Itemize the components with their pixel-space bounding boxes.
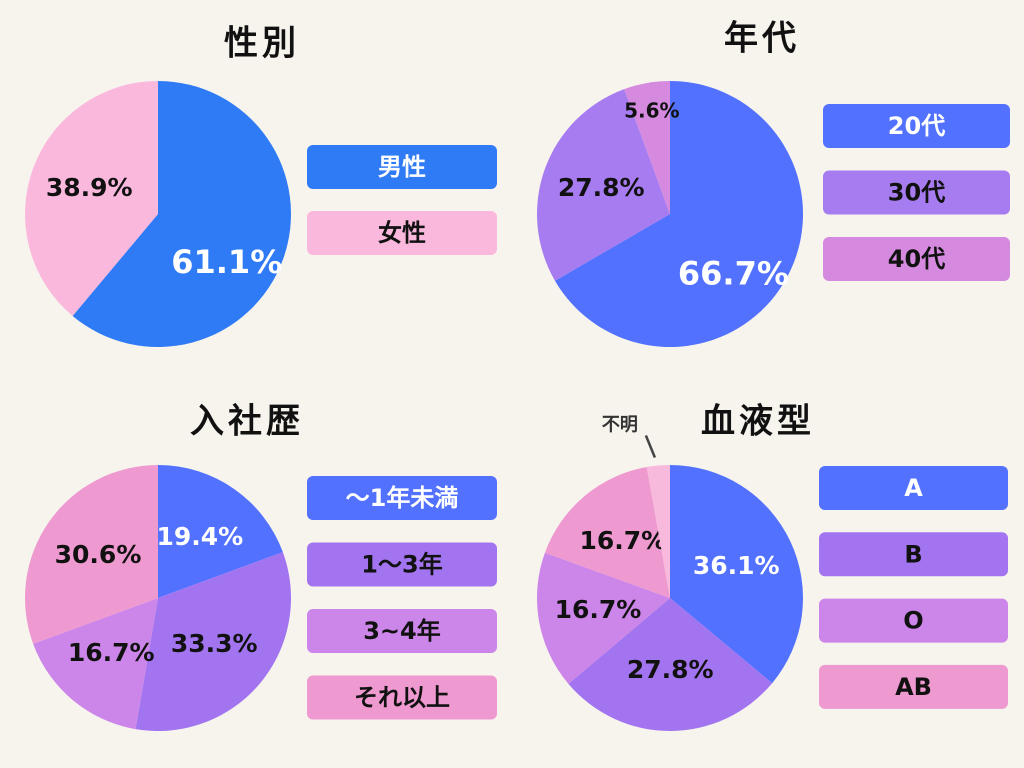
data-label: 16.7% xyxy=(580,526,667,555)
data-label: 27.8% xyxy=(627,655,714,684)
data-label: 38.9% xyxy=(46,173,133,202)
data-label: 30.6% xyxy=(55,540,142,569)
data-label: 33.3% xyxy=(171,629,258,658)
data-label: 16.7% xyxy=(68,638,155,667)
pie-slice xyxy=(72,81,291,347)
legend-swatch xyxy=(307,675,497,720)
callout-label: 不明 xyxy=(602,415,638,436)
callout-line xyxy=(644,435,657,459)
data-label: 66.7% xyxy=(678,255,789,293)
pie-slice xyxy=(646,465,670,598)
legend-swatch xyxy=(819,598,1008,643)
legend-label: それ以上 xyxy=(354,684,450,712)
chart-title: 性別 xyxy=(224,24,300,64)
pie-slice xyxy=(624,81,670,214)
legend-label: 30代 xyxy=(888,179,945,207)
data-label: 5.6% xyxy=(624,98,679,122)
legend-swatch xyxy=(819,532,1008,577)
legend-label: ～1年未満 xyxy=(346,484,459,512)
pie-slice xyxy=(135,552,291,731)
legend-swatch xyxy=(823,170,1010,215)
pie-slice xyxy=(568,598,773,731)
legend-swatch xyxy=(307,609,497,653)
pie-slice xyxy=(33,598,159,730)
chart-title: 年代 xyxy=(724,19,800,59)
chart-title: 入社歴 xyxy=(190,402,304,442)
legend-label: 3~4年 xyxy=(363,617,441,645)
legend-swatch xyxy=(307,211,497,255)
data-label: 36.1% xyxy=(693,551,780,580)
legend-label: A xyxy=(904,474,923,502)
chart-title: 血液型 xyxy=(701,402,815,442)
legend-label: O xyxy=(903,607,923,635)
data-label: 16.7% xyxy=(555,595,642,624)
legend-swatch xyxy=(307,542,497,587)
pie-slice xyxy=(670,465,803,684)
legend-label: 40代 xyxy=(888,245,945,273)
legend-swatch xyxy=(823,237,1010,281)
legend-label: 1～3年 xyxy=(361,551,442,579)
pie-slice xyxy=(24,81,158,316)
data-label: 19.4% xyxy=(157,522,244,551)
pie-slice xyxy=(158,465,283,598)
legend-label: 男性 xyxy=(378,153,426,181)
legend-swatch xyxy=(307,145,497,189)
legend-swatch xyxy=(307,476,497,520)
data-label: 27.8% xyxy=(558,173,645,202)
legend-swatch xyxy=(819,466,1008,510)
pie-slice xyxy=(24,465,158,644)
legend-label: B xyxy=(904,540,922,568)
legend-label: 20代 xyxy=(888,112,945,140)
pie-slice xyxy=(537,552,670,684)
data-label: 61.1% xyxy=(171,243,282,281)
pie-slice xyxy=(554,81,803,347)
pie-slice xyxy=(537,89,670,281)
pie-slice xyxy=(544,467,670,598)
legend-swatch xyxy=(819,664,1008,709)
legend-swatch xyxy=(823,104,1010,148)
legend-label: 女性 xyxy=(378,219,426,247)
legend-label: AB xyxy=(895,673,932,701)
